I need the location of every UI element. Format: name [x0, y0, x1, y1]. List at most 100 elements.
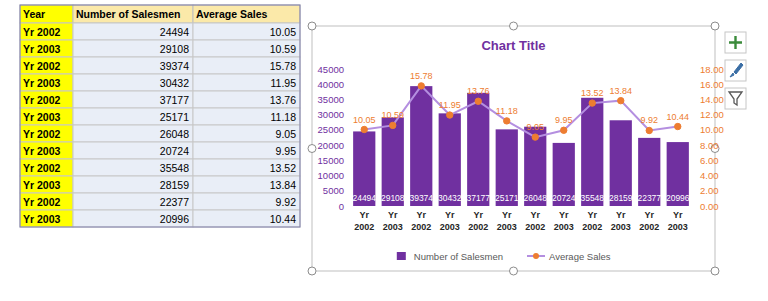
cell-text: Yr 2002: [23, 162, 61, 174]
cell-text: Yr 2002: [23, 94, 61, 106]
header-text: Year: [23, 8, 45, 20]
x-tick-label-line: 2002: [525, 222, 545, 232]
bar: [667, 142, 689, 206]
cell: [73, 57, 193, 74]
cell-text: 22377: [160, 196, 189, 208]
chart-filters-button[interactable]: [725, 88, 746, 109]
cell-text: 13.84: [270, 179, 296, 191]
line-marker: [618, 97, 624, 103]
bar: [581, 98, 603, 206]
x-tick-label-line: Yr: [359, 210, 369, 220]
bar-label: 37177: [466, 193, 490, 203]
line-marker: [475, 98, 481, 104]
cell-text: Yr 2002: [23, 60, 61, 72]
header-text: Number of Salesmen: [76, 8, 180, 20]
cell-text: 15.78: [270, 60, 296, 72]
cell: [193, 142, 300, 159]
line-marker: [675, 123, 681, 129]
cell-text: 11.18: [271, 111, 297, 123]
chart-buttons: [725, 32, 746, 109]
x-tick-label-line: 2003: [497, 222, 517, 232]
cell-text: 10.05: [270, 26, 296, 38]
cell-text: 11.95: [271, 77, 297, 89]
cell: [193, 108, 300, 125]
cell: [193, 57, 300, 74]
cell: [73, 40, 193, 57]
chart-styles-button[interactable]: [725, 60, 746, 81]
line-marker: [390, 122, 396, 128]
cell: [20, 125, 73, 142]
legend: Number of SalesmenAverage Sales: [397, 251, 611, 262]
line-label: 10.44: [666, 112, 689, 122]
cell: [73, 125, 193, 142]
line-label: 10.05: [353, 115, 376, 125]
cell-text: 26048: [160, 128, 189, 140]
y-tick-label: 35000: [318, 94, 344, 105]
cell: [193, 210, 300, 227]
x-tick-label-line: 2003: [440, 222, 460, 232]
resize-handle[interactable]: [308, 22, 316, 30]
cell-text: 13.76: [270, 94, 296, 106]
cell: [20, 176, 73, 193]
cell: [73, 176, 193, 193]
chart-elements-button[interactable]: [725, 32, 746, 53]
resize-handle[interactable]: [308, 145, 316, 153]
y2-tick-label: 0.00: [700, 201, 719, 212]
cell-text: 37177: [160, 94, 189, 106]
cell-text: 20996: [160, 213, 189, 225]
bar: [439, 113, 461, 206]
cell-text: Yr 2002: [23, 26, 61, 38]
x-tick-label-line: 2003: [383, 222, 403, 232]
bar-label: 35548: [580, 193, 604, 203]
x-tick-label-line: Yr: [473, 210, 483, 220]
cell: [73, 91, 193, 108]
legend-swatch-marker: [533, 253, 539, 259]
x-tick-label-line: 2003: [554, 222, 574, 232]
cell: [73, 74, 193, 91]
cell: [20, 108, 73, 125]
cell: [20, 23, 73, 40]
x-tick-label-line: 2003: [668, 222, 688, 232]
spreadsheet: YearNumber of SalesmenAverage SalesYr 20…: [20, 5, 300, 227]
cell: [20, 210, 73, 227]
x-tick-label-line: 2002: [468, 222, 488, 232]
resize-handle[interactable]: [308, 267, 316, 275]
bar-label: 25171: [495, 193, 519, 203]
x-tick-label-line: Yr: [388, 210, 398, 220]
x-tick-label-line: Yr: [559, 210, 569, 220]
cell-text: Yr 2003: [23, 213, 61, 225]
x-tick-label: Yr2003: [668, 210, 688, 232]
brush-icon: [730, 63, 743, 77]
y-tick-label: 30000: [318, 109, 344, 120]
resize-handle[interactable]: [510, 22, 518, 30]
x-tick-label: Yr 2003: [383, 210, 403, 232]
canvas: Year Number of SalesmenAverage Sales Yr 20…: [0, 0, 768, 301]
x-tick-label-line: 2002: [411, 222, 431, 232]
cell: [193, 74, 300, 91]
x-tick-label: Yr 2002: [411, 210, 431, 232]
x-tick-label-line: Yr: [416, 210, 426, 220]
cell: [193, 40, 300, 57]
line-label: 11.18: [496, 106, 518, 116]
cell-text: Yr 2003: [23, 179, 61, 191]
resize-handle[interactable]: [510, 267, 518, 275]
cell-text: 20724: [160, 145, 189, 157]
x-tick-label-line: Yr: [530, 210, 540, 220]
x-tick-label: Yr2003: [611, 210, 631, 232]
resize-handle[interactable]: [711, 267, 719, 275]
cell: [193, 176, 300, 193]
line-label: 13.76: [467, 86, 490, 96]
y-tick-label: 0: [339, 201, 344, 212]
resize-handle[interactable]: [711, 22, 719, 30]
bar: [610, 120, 632, 206]
cell: [20, 74, 73, 91]
cell: [193, 125, 300, 142]
line: [364, 86, 678, 137]
y-tick-label: 45000: [318, 64, 344, 75]
x-tick-label: Yr2002: [582, 210, 602, 232]
cell: [193, 23, 300, 40]
line-marker: [361, 126, 367, 132]
cell: [20, 40, 73, 57]
chart: Chart Title05000100001500020000250003000…: [308, 22, 724, 275]
cell-text: Yr 2002: [23, 128, 61, 140]
